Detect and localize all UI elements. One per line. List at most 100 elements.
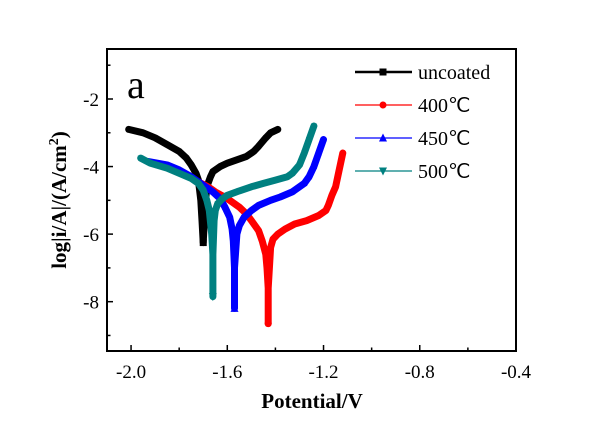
data-point-triangle-down — [164, 165, 171, 172]
data-point-square — [244, 153, 250, 159]
legend: uncoated 400℃ 450℃ 500℃ — [355, 62, 490, 183]
y-axis-title-main: log|i/A|/(A/cm — [47, 145, 71, 269]
data-point-circle — [379, 101, 387, 109]
data-point-triangle-up — [315, 149, 322, 156]
data-point-triangle-up — [301, 179, 308, 186]
data-point-triangle-up — [231, 264, 238, 271]
data-point-triangle-up — [226, 213, 233, 220]
y-axis-title-end: ) — [47, 131, 71, 138]
data-point-triangle-down — [208, 293, 217, 302]
data-point-triangle-down — [206, 207, 213, 214]
x-axis-title: Potential/V — [261, 389, 362, 413]
data-point-triangle-up — [233, 230, 240, 237]
data-point-triangle-down — [219, 196, 226, 203]
data-point-triangle-up — [255, 201, 262, 208]
data-point-triangle-down — [209, 251, 216, 258]
panel-label: a — [127, 62, 145, 107]
data-point-triangle-up — [241, 213, 248, 220]
data-point-square — [379, 68, 387, 76]
data-point-circle — [264, 320, 272, 328]
data-point-square — [188, 162, 194, 168]
y-axis-title: log|i/A|/(A/cm2) — [47, 131, 71, 269]
x-tick-label: -1.2 — [308, 362, 338, 383]
data-point-triangle-down — [272, 177, 279, 184]
data-point-triangle-down — [211, 218, 218, 225]
data-point-circle — [325, 202, 331, 208]
data-point-triangle-down — [214, 201, 221, 208]
series-uncoated — [125, 125, 282, 247]
data-point-circle — [292, 221, 298, 227]
data-point-triangle-down — [147, 160, 154, 167]
data-point-square — [217, 164, 223, 170]
data-point-triangle-down — [195, 180, 202, 187]
data-point-triangle-up — [277, 193, 284, 200]
y-axis-ticks: -2 -4 -6 -8 — [83, 64, 113, 337]
data-point-triangle-down — [203, 197, 210, 204]
x-tick-label: -2.0 — [116, 362, 146, 383]
y-tick-label: -8 — [83, 293, 99, 314]
data-point-square — [199, 239, 207, 247]
data-point-triangle-up — [379, 133, 387, 142]
data-point-circle — [270, 236, 276, 242]
data-point-square — [152, 135, 158, 141]
data-point-circle — [265, 285, 271, 291]
data-point-triangle-up — [230, 303, 239, 312]
data-point-triangle-down — [224, 192, 231, 199]
data-point-square — [164, 142, 170, 148]
y-tick-label: -2 — [83, 90, 99, 111]
data-point-square — [275, 126, 281, 132]
series-layer — [125, 122, 347, 328]
data-point-circle — [256, 228, 262, 234]
series-500 — [137, 122, 318, 302]
data-point-triangle-down — [306, 137, 313, 144]
x-tick-label: -1.6 — [212, 362, 242, 383]
legend-label: 500℃ — [418, 161, 470, 183]
data-point-triangle-down — [296, 162, 303, 169]
data-point-square — [140, 130, 146, 136]
data-point-triangle-down — [284, 174, 291, 181]
legend-label: 450℃ — [418, 128, 470, 150]
data-point-circle — [304, 218, 310, 224]
data-point-triangle-up — [232, 247, 239, 254]
data-point-circle — [268, 245, 274, 251]
data-point-square — [256, 143, 262, 149]
data-point-triangle-down — [248, 184, 255, 191]
data-point-triangle-down — [301, 150, 308, 157]
data-point-circle — [316, 213, 322, 219]
data-point-triangle-down — [212, 207, 219, 214]
data-point-square — [224, 160, 230, 166]
series-400 — [194, 149, 347, 328]
data-point-square — [268, 130, 274, 136]
data-point-circle — [329, 192, 335, 198]
legend-label: uncoated — [418, 62, 490, 84]
y-axis-title-sup: 2 — [47, 138, 62, 145]
data-point-triangle-up — [320, 136, 327, 143]
data-point-triangle-up — [221, 203, 228, 210]
data-point-circle — [266, 265, 272, 271]
series-line — [144, 136, 327, 312]
data-point-triangle-down — [200, 187, 207, 194]
data-point-square — [176, 148, 182, 154]
data-point-triangle-up — [229, 225, 236, 232]
data-point-square — [183, 155, 189, 161]
data-point-square — [201, 218, 207, 224]
x-axis-ticks: -2.0 -1.6 -1.2 -0.8 -0.4 — [116, 345, 532, 383]
data-point-circle — [340, 150, 346, 156]
data-point-square — [210, 169, 216, 175]
data-point-circle — [333, 184, 339, 190]
data-point-circle — [275, 231, 281, 237]
data-point-triangle-down — [289, 170, 296, 177]
data-point-triangle-up — [267, 196, 274, 203]
data-point-circle — [282, 226, 288, 232]
data-point-triangle-up — [248, 206, 255, 213]
data-point-triangle-down — [208, 231, 215, 238]
data-point-square — [234, 157, 240, 163]
data-point-square — [193, 170, 199, 176]
legend-label: 400℃ — [418, 95, 470, 117]
y-tick-label: -4 — [83, 158, 99, 179]
data-point-triangle-down — [379, 167, 387, 176]
x-tick-label: -0.8 — [405, 362, 435, 383]
data-point-triangle-up — [230, 237, 237, 244]
data-point-triangle-up — [209, 188, 216, 195]
